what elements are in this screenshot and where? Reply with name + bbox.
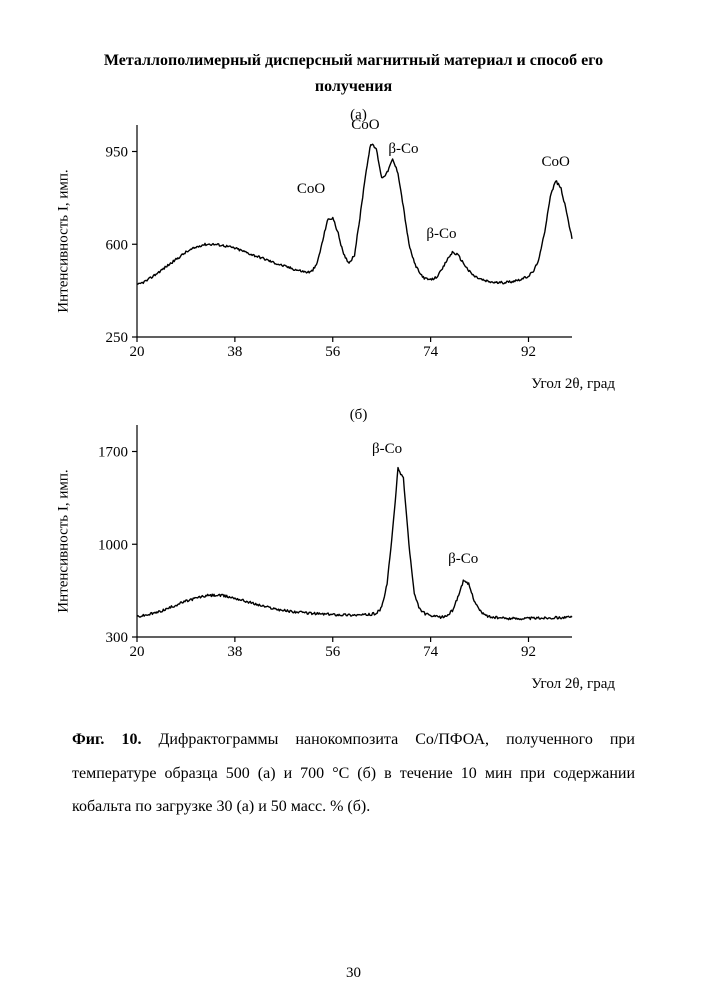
peak-label: CoO	[351, 117, 379, 134]
svg-text:38: 38	[227, 344, 242, 360]
figure-caption: Фиг. 10. Дифрактограммы нанокомпозита Co…	[72, 723, 635, 824]
svg-text:20: 20	[130, 344, 145, 360]
chart-svg: 20 38 56 74 92 250 600 950	[82, 111, 582, 361]
svg-text:92: 92	[521, 344, 536, 360]
page-title: Металлополимерный дисперсный магнитный м…	[72, 48, 635, 99]
y-axis-label-b: Интенсивность I, имп.	[56, 470, 73, 613]
svg-text:1700: 1700	[98, 445, 128, 461]
page-root: Металлополимерный дисперсный магнитный м…	[0, 0, 707, 1000]
svg-text:950: 950	[106, 145, 129, 161]
x-axis-label-b: Угол 2θ, град	[531, 676, 615, 693]
peak-label: β-Co	[448, 551, 478, 568]
peak-label: CoO	[297, 181, 325, 198]
svg-text:56: 56	[325, 644, 341, 660]
page-number: 30	[0, 965, 707, 982]
peak-label: β-Co	[388, 141, 418, 158]
svg-text:1000: 1000	[98, 537, 128, 553]
peak-label: β-Co	[426, 226, 456, 243]
svg-text:250: 250	[106, 330, 129, 346]
y-axis-label-a: Интенсивность I, имп.	[56, 170, 73, 313]
svg-text:300: 300	[106, 630, 129, 646]
x-axis-label-a: Угол 2θ, град	[531, 376, 615, 393]
panel-label-b: (б)	[350, 407, 368, 424]
svg-text:600: 600	[106, 237, 129, 253]
peak-label: β-Co	[372, 441, 402, 458]
diffractogram-b: 203856749230010001700 (б) Интенсивность …	[82, 411, 635, 671]
svg-text:38: 38	[227, 644, 242, 660]
svg-text:92: 92	[521, 644, 536, 660]
title-line-2: получения	[315, 78, 392, 95]
svg-text:74: 74	[423, 344, 439, 360]
svg-text:74: 74	[423, 644, 439, 660]
peak-label: CoO	[542, 154, 570, 171]
figure-number: Фиг. 10.	[72, 731, 141, 748]
diffractogram-a: 2038567492250600950 (а) Интенсивность I,…	[82, 111, 635, 371]
chart-svg: 20 38 56 74 92 300 1000 1700	[82, 411, 582, 661]
caption-text: Дифрактограммы нанокомпозита Co/ПФОА, по…	[72, 731, 635, 815]
svg-text:20: 20	[130, 644, 145, 660]
svg-text:56: 56	[325, 344, 341, 360]
title-line-1: Металлополимерный дисперсный магнитный м…	[104, 52, 603, 69]
